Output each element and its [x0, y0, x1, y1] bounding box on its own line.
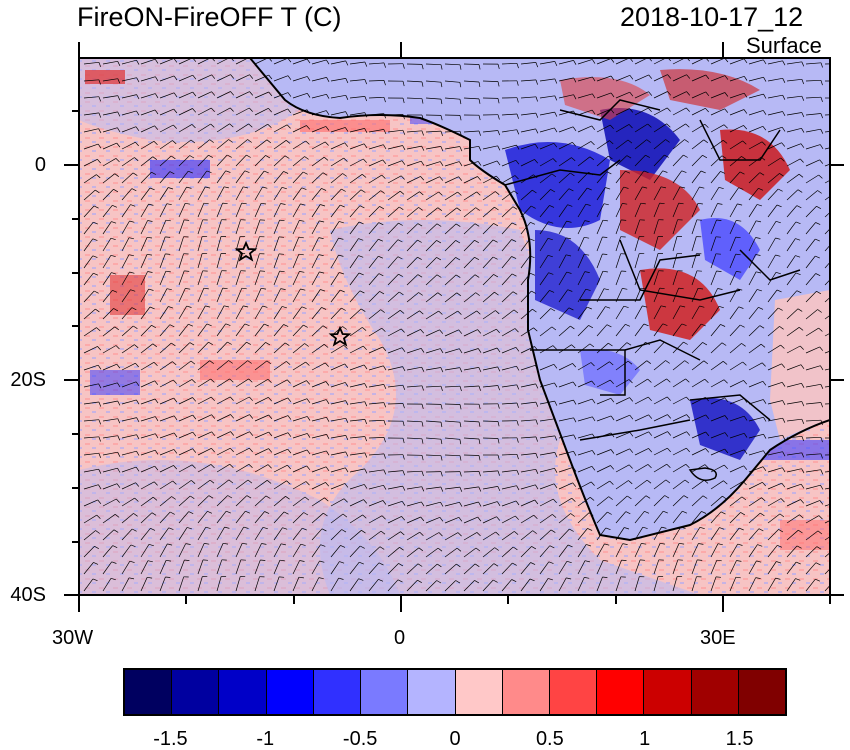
colorbar-swatch [266, 670, 314, 714]
star-marker [328, 325, 352, 347]
colorbar-swatch [738, 670, 786, 714]
colorbar-label: 0 [449, 728, 461, 750]
lon-label: 30W [52, 627, 94, 649]
map-panel [64, 42, 844, 612]
colorbar-swatch [597, 670, 645, 714]
wind-barbs [83, 58, 830, 592]
colorbar-label: 1.5 [725, 728, 754, 750]
ocean-anomaly-patches [85, 70, 830, 550]
lon-label: 30E [700, 627, 736, 649]
lat-label: 0 [34, 154, 46, 176]
colorbar-swatch [361, 670, 409, 714]
colorbar-swatch [691, 670, 739, 714]
lat-label: 40S [10, 584, 46, 606]
plot-title: FireON-FireOFF T (C) [77, 2, 342, 32]
colorbar-swatch [408, 670, 456, 714]
axis-ticks [64, 42, 844, 612]
star-marker [234, 240, 258, 262]
colorbar-swatch [313, 670, 362, 714]
colorbar-label: 0.5 [535, 728, 564, 750]
lat-label: 20S [10, 369, 46, 391]
colorbar [123, 668, 787, 716]
plot-time: 2018-10-17_12 [620, 2, 804, 32]
colorbar-swatch [172, 670, 220, 714]
plot-level: Surface [746, 33, 822, 58]
colorbar-label: 1 [639, 728, 651, 750]
colorbar-swatch [125, 670, 173, 714]
colorbar-swatch [455, 670, 503, 714]
colorbar-label: -1 [256, 728, 275, 750]
colorbar-label: -1.5 [153, 728, 188, 750]
colorbar-swatch [644, 670, 692, 714]
lon-label: 0 [394, 627, 406, 649]
colorbar-label: -0.5 [342, 728, 378, 750]
colorbar-swatch [219, 670, 267, 714]
colorbar-swatch [502, 670, 550, 714]
colorbar-swatch [549, 670, 598, 714]
